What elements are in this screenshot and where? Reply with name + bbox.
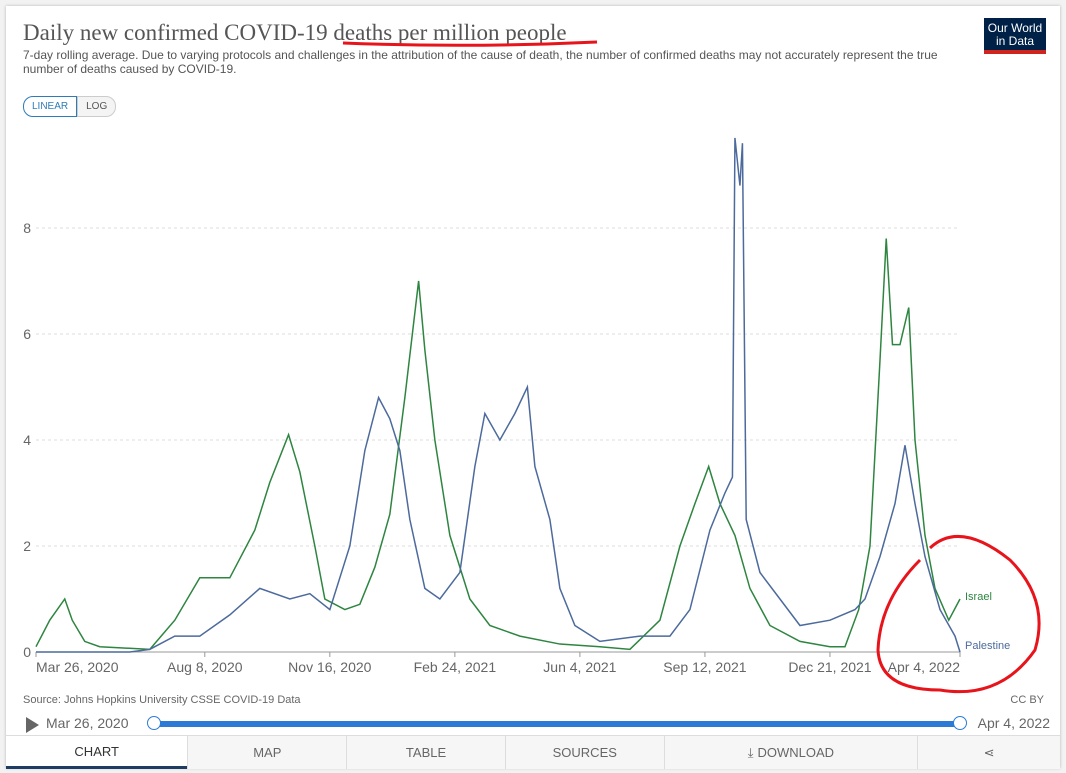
play-icon[interactable]: [26, 717, 39, 733]
timeline-start-label: Mar 26, 2020: [46, 715, 129, 731]
x-tick-label: Jun 4, 2021: [543, 659, 616, 675]
y-tick-label: 0: [23, 644, 31, 660]
linear-button[interactable]: LINEAR: [23, 96, 78, 117]
chart-title: Daily new confirmed COVID-19 deaths per …: [23, 20, 567, 45]
x-tick-label: Sep 12, 2021: [663, 659, 747, 675]
x-tick-label: Nov 16, 2020: [288, 659, 371, 675]
red-underline-annotation: [342, 40, 598, 47]
series-label: Palestine: [965, 640, 1010, 652]
x-tick-label: Mar 26, 2020: [36, 659, 119, 675]
red-circle-annotation: [876, 534, 1041, 694]
tab-download[interactable]: ⤓ DOWNLOAD: [663, 736, 918, 769]
tab-table[interactable]: TABLE: [346, 736, 505, 769]
series-line-palestine: [36, 137, 961, 653]
license[interactable]: CC BY: [1010, 694, 1044, 706]
tab-bar: CHART MAP TABLE SOURCES ⤓ DOWNLOAD ⋖: [6, 735, 1061, 769]
series-line-israel: [35, 238, 961, 651]
share-button[interactable]: ⋖: [917, 736, 1061, 769]
share-icon: ⋖: [983, 744, 995, 760]
chart-subtitle: 7-day rolling average. Due to varying pr…: [23, 48, 938, 76]
source-note[interactable]: Source: Johns Hopkins University CSSE CO…: [23, 694, 301, 706]
series-label: Israel: [965, 591, 992, 603]
tab-map[interactable]: MAP: [187, 736, 347, 769]
tab-sources[interactable]: SOURCES: [504, 736, 664, 769]
y-tick-label: 8: [23, 220, 31, 236]
download-icon: ⤓: [747, 744, 754, 760]
timeline-end-handle[interactable]: [953, 716, 967, 730]
log-button[interactable]: LOG: [77, 96, 117, 117]
x-tick-label: Feb 24, 2021: [414, 659, 497, 675]
timeline-start-handle[interactable]: [147, 716, 161, 730]
y-tick-label: 4: [23, 432, 31, 448]
timeline-end-label: Apr 4, 2022: [977, 715, 1050, 731]
chart-card: Daily new confirmed COVID-19 deaths per …: [6, 6, 1061, 769]
x-tick-label: Apr 4, 2022: [888, 659, 961, 675]
x-tick-label: Dec 21, 2021: [788, 659, 871, 675]
y-tick-label: 2: [23, 538, 31, 554]
x-tick-label: Aug 8, 2020: [167, 659, 243, 675]
scale-toggle: LINEAR LOG: [23, 96, 117, 117]
timeline: Mar 26, 2020 Apr 4, 2022: [23, 712, 1053, 736]
tab-chart[interactable]: CHART: [6, 736, 188, 769]
y-tick-label: 6: [23, 326, 31, 342]
owid-logo[interactable]: Our World in Data: [984, 18, 1046, 54]
timeline-track[interactable]: [153, 721, 961, 727]
